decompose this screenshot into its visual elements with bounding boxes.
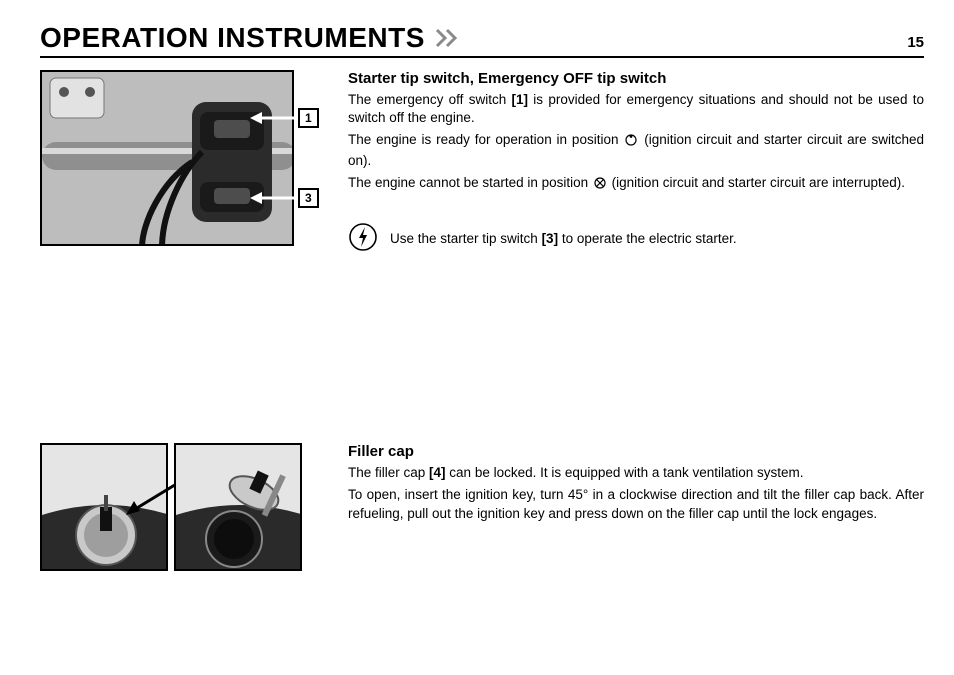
page-header: OPERATION INSTRUMENTS 15 — [40, 22, 924, 58]
title-text: OPERATION INSTRUMENTS — [40, 22, 425, 54]
text-column-1: Starter tip switch, Emergency OFF tip sw… — [348, 70, 924, 257]
ignition-on-icon — [625, 133, 637, 151]
text: to operate the electric starter. — [558, 231, 737, 246]
starter-note: Use the starter tip switch [3] to operat… — [348, 222, 924, 257]
section-title: Filler cap — [348, 443, 924, 460]
arrow-icon — [120, 481, 180, 521]
text: The engine is ready for operation in pos… — [348, 132, 623, 147]
photo-wrap-1: 1 3 — [40, 70, 294, 246]
section-filler-cap: 4 — [40, 443, 924, 571]
text: The emergency off switch — [348, 92, 512, 107]
ref-bold: [1] — [512, 92, 529, 107]
text: Use the starter tip switch — [390, 231, 542, 246]
ref-bold: [3] — [542, 231, 559, 246]
paragraph: The emergency off switch [1] is provided… — [348, 91, 924, 127]
text: The filler cap — [348, 465, 429, 480]
section-starter-switch: 1 3 Starter tip switch, Emergency OFF ti… — [40, 70, 924, 257]
arrow-icon — [250, 190, 300, 206]
photo-pair: 4 — [40, 443, 330, 571]
text-column-2: Filler cap The filler cap [4] can be loc… — [348, 443, 924, 571]
photo-filler-open — [174, 443, 302, 571]
chevron-icon — [435, 28, 461, 48]
paragraph: The engine cannot be started in position… — [348, 174, 924, 194]
callout-1: 1 — [298, 108, 319, 128]
page-title: OPERATION INSTRUMENTS — [40, 22, 461, 54]
page-number: 15 — [907, 34, 924, 51]
ref-bold: [4] — [429, 465, 446, 480]
paragraph: To open, insert the ignition key, turn 4… — [348, 486, 924, 522]
callout-3: 3 — [298, 188, 319, 208]
photo-column: 4 — [40, 443, 330, 571]
note-text: Use the starter tip switch [3] to operat… — [390, 230, 737, 248]
photo-wrap-2a: 4 — [40, 443, 168, 571]
text: can be locked. It is equipped with a tan… — [446, 465, 804, 480]
photo-column: 1 3 — [40, 70, 330, 257]
photo-wrap-2b — [174, 443, 302, 571]
paragraph: The engine is ready for operation in pos… — [348, 131, 924, 169]
text: (ignition circuit and starter circuit ar… — [608, 175, 905, 190]
photo-starter-switch — [40, 70, 294, 246]
paragraph: The filler cap [4] can be locked. It is … — [348, 464, 924, 482]
spacer — [40, 273, 924, 443]
text: The engine cannot be started in position — [348, 175, 592, 190]
section-title: Starter tip switch, Emergency OFF tip sw… — [348, 70, 924, 87]
arrow-icon — [250, 110, 300, 126]
lightning-icon — [348, 222, 378, 257]
ignition-off-icon — [594, 176, 606, 194]
